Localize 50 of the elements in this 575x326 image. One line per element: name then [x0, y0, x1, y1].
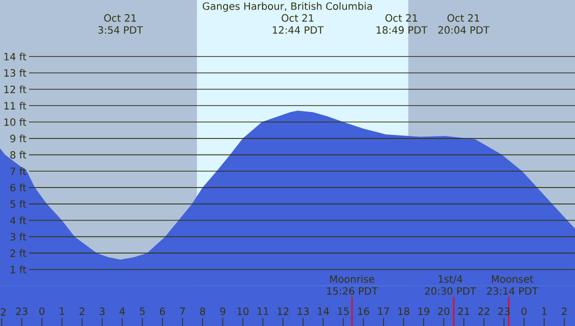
annotation: Oct 21 18:49 PDT [376, 14, 428, 34]
x-tick-label: 2 [80, 308, 84, 315]
x-tick-label: 7 [180, 308, 185, 315]
x-tick-label: 13 [298, 308, 309, 316]
ref-line-label: Moonset 23:14 PDT [487, 275, 538, 295]
x-tick-label: 5 [140, 308, 145, 315]
ref-line-label: 1st/4 20:30 PDT [425, 275, 476, 295]
y-tick-label: 3 ft [10, 232, 26, 241]
x-tick-label: 17 [378, 308, 389, 315]
x-tick-label: 1 [60, 308, 64, 315]
x-tick-label: 18 [398, 308, 410, 316]
x-tick-label: 12 [278, 308, 288, 315]
annotation: Oct 21 3:54 PDT [98, 14, 143, 34]
x-tick-label: 3 [100, 308, 105, 316]
y-tick-label: 10 ft [4, 118, 26, 126]
chart-title: Ganges Harbour, British Columbia [202, 2, 372, 12]
x-tick-label: 19 [418, 308, 430, 316]
x-tick-label: 11 [258, 308, 268, 315]
annotation: Oct 21 20:04 PDT [438, 14, 490, 34]
y-tick-label: 8 ft [10, 150, 26, 159]
x-tick-label: 14 [318, 308, 329, 315]
y-tick-label: 7 ft [10, 167, 26, 175]
ref-line-label: Moonrise 15:26 PDT [327, 275, 378, 295]
y-tick-label: 5 ft [10, 200, 26, 208]
x-tick-label: 15 [338, 308, 349, 315]
y-tick-label: 1 ft [10, 266, 26, 274]
x-tick-label: 4 [120, 308, 125, 315]
x-tick-label: 16 [358, 308, 370, 316]
y-tick-label: 11 ft [4, 102, 26, 110]
x-tick-label: 0 [522, 308, 527, 316]
x-tick-label: 6 [160, 308, 165, 316]
x-tick-label: 22 [478, 308, 490, 315]
x-tick-label: 1 [542, 308, 546, 315]
x-tick-label: 8 [200, 308, 206, 316]
y-tick-label: 4 ft [10, 216, 26, 224]
y-tick-label: 6 ft [10, 184, 26, 192]
annotation: Oct 21 12:44 PDT [272, 14, 324, 34]
x-tick-label: 2 [562, 308, 566, 315]
y-tick-label: 13 ft [4, 69, 26, 77]
y-tick-label: 2 ft [10, 249, 26, 257]
x-tick-label: 2 [0, 308, 6, 316]
y-tick-label: 9 ft [10, 134, 26, 142]
x-tick-label: 21 [458, 308, 470, 315]
x-tick-label: 9 [220, 308, 226, 316]
x-tick-label: 20 [438, 308, 450, 316]
y-tick-label: 12 ft [4, 85, 26, 94]
x-tick-label: 0 [39, 308, 44, 316]
x-tick-label: 23 [16, 308, 28, 316]
y-tick-label: 14 ft [4, 52, 26, 60]
x-tick-label: 10 [238, 308, 249, 316]
